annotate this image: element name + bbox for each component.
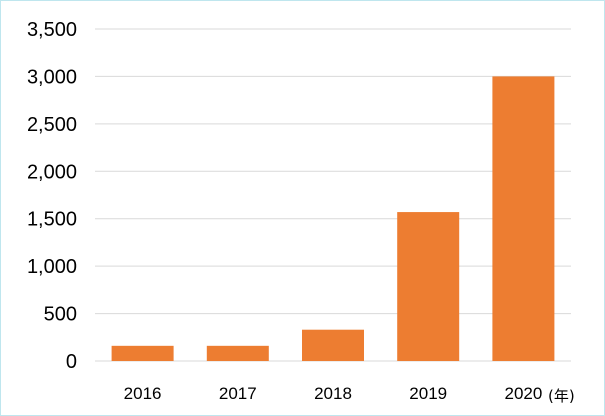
- y-tick-label: 1,500: [27, 209, 77, 231]
- x-axis-ticks: 2016 2017 2018 2019 2020: [124, 384, 543, 403]
- bar-2016: [111, 345, 174, 361]
- y-tick-label: 3,000: [27, 66, 77, 88]
- y-tick-label: 2,500: [27, 114, 77, 136]
- y-axis-ticks: 0 500 1,000 1,500 2,000 2,500 3,000 3,500: [27, 19, 77, 373]
- bar-2020: [492, 76, 555, 361]
- bar-2019: [397, 212, 460, 361]
- y-tick-label: 0: [66, 351, 77, 373]
- y-tick-label: 500: [44, 304, 77, 326]
- x-tick-label: 2018: [314, 384, 352, 403]
- x-tick-label: 2020: [504, 384, 542, 403]
- x-tick-label: 2016: [124, 384, 162, 403]
- y-tick-label: 1,000: [27, 256, 77, 278]
- bar-2018: [302, 329, 364, 361]
- y-tick-label: 2,000: [27, 161, 77, 183]
- bars: [111, 76, 555, 361]
- y-tick-label: 3,500: [27, 19, 77, 41]
- x-tick-label: 2017: [219, 384, 257, 403]
- bar-2017: [206, 345, 269, 361]
- x-tick-label: 2019: [409, 384, 447, 403]
- x-axis-unit-label: (年): [548, 387, 575, 405]
- grid-lines: [95, 28, 571, 362]
